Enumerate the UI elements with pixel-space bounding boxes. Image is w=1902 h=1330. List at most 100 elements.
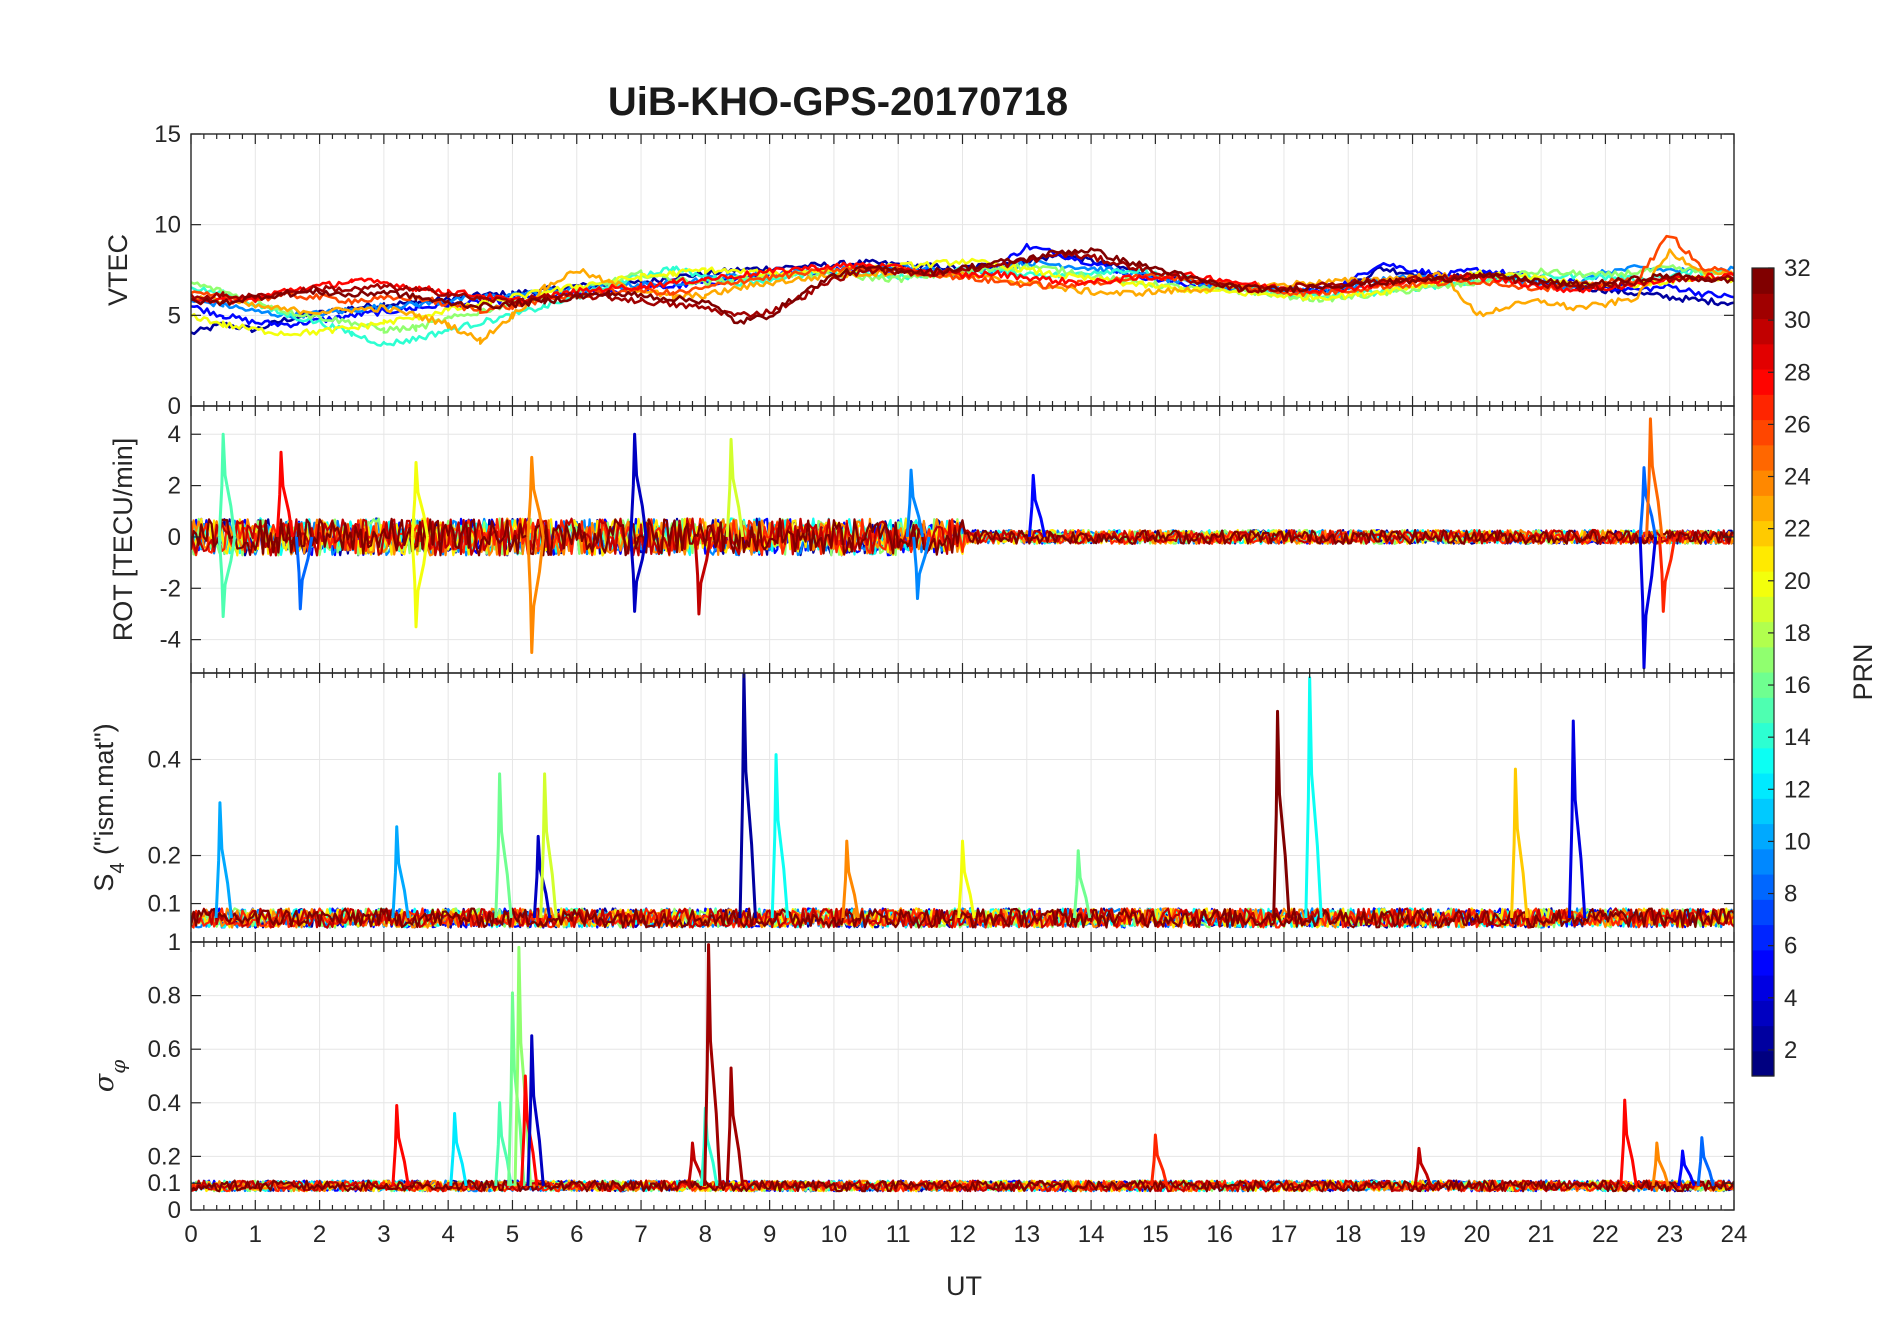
spike-prn-20 — [410, 460, 430, 538]
colorbar-tick-label: 28 — [1784, 359, 1811, 386]
colorbar-segment-prn-28 — [1752, 369, 1774, 395]
spike-prn-4 — [1567, 719, 1587, 919]
spike-prn-31 — [703, 943, 722, 1186]
x-tick-label: 2 — [313, 1221, 326, 1248]
colorbar-segment-prn-25 — [1752, 444, 1774, 471]
spike-prn-3 — [526, 1034, 545, 1187]
panel-data — [191, 234, 1734, 347]
spike-prn-3 — [629, 432, 648, 538]
spike-prn-9 — [905, 468, 925, 538]
series-line-prn-26 — [191, 234, 1734, 315]
y-tick-label: 0.1 — [148, 891, 181, 918]
spike-prn-4 — [1638, 536, 1658, 670]
spike-prn-32 — [1272, 709, 1291, 919]
colorbar-segment-prn-12 — [1752, 773, 1774, 799]
colorbar-segment-prn-2 — [1752, 1025, 1774, 1052]
colorbar-segment-prn-13 — [1752, 747, 1774, 774]
colorbar-segment-prn-5 — [1752, 949, 1774, 976]
spike-prn-24 — [526, 536, 545, 654]
y-tick-label: 0.4 — [148, 1090, 181, 1117]
spike-prn-19 — [539, 772, 558, 919]
colorbar-segment-prn-9 — [1752, 848, 1774, 875]
colorbar-segment-prn-27 — [1752, 394, 1774, 421]
spike-prn-25 — [1645, 417, 1664, 538]
colorbar-segment-prn-29 — [1752, 343, 1774, 370]
colorbar-tick-label: 24 — [1784, 464, 1811, 491]
colorbar-segment-prn-31 — [1752, 293, 1774, 320]
x-tick-label: 3 — [377, 1221, 390, 1248]
y-tick-label: 0.2 — [148, 843, 181, 870]
spike-prn-13 — [1304, 676, 1323, 919]
colorbar-segment-prn-10 — [1752, 823, 1774, 850]
colorbar-segment-prn-24 — [1752, 470, 1774, 496]
x-tick-label: 21 — [1528, 1221, 1555, 1248]
colorbar-segment-prn-17 — [1752, 646, 1774, 673]
y-tick-label: -2 — [160, 575, 181, 602]
y-tick-label: 0 — [168, 1197, 181, 1224]
noise-trace-prn-32 — [191, 1179, 1734, 1193]
series-line-prn-32 — [191, 247, 1734, 325]
y-axis-label-s4: S4 ("ism.mat") — [89, 723, 129, 891]
x-tick-label: 13 — [1013, 1221, 1040, 1248]
y-tick-label: 15 — [154, 121, 181, 148]
colorbar-tick-label: 26 — [1784, 411, 1811, 438]
spike-prn-10 — [391, 825, 410, 919]
colorbar-segment-prn-23 — [1752, 495, 1774, 522]
panel-sigma-phi: 00.10.20.40.60.810 1 2 3 4 5 6 7 8 9 10 11 12 13 14 15 1… — [89, 929, 1747, 1248]
noise-trace-prn-27 — [191, 1179, 1734, 1193]
colorbar-segment-prn-14 — [1752, 722, 1774, 749]
x-tick-label: 16 — [1206, 1221, 1233, 1248]
spike-prn-10 — [214, 801, 233, 919]
x-tick-label: 8 — [699, 1221, 712, 1248]
colorbar-segment-prn-18 — [1752, 621, 1774, 648]
x-tick-label: 14 — [1078, 1221, 1105, 1248]
y-axis-label-sigma-phi: σφ — [89, 1060, 130, 1092]
colorbar-segment-prn-6 — [1752, 924, 1774, 951]
colorbar-tick-label: 30 — [1784, 307, 1811, 334]
y-tick-label: 0.6 — [148, 1036, 181, 1063]
spike-prn-28 — [275, 450, 295, 538]
x-tick-label: 0 — [184, 1221, 197, 1248]
x-tick-label: 12 — [949, 1221, 976, 1248]
colorbar-segment-prn-30 — [1752, 318, 1774, 345]
spike-prn-3 — [629, 536, 648, 613]
spike-prn-15 — [217, 432, 237, 538]
chart-title: UiB-KHO-GPS-20170718 — [608, 80, 1068, 124]
panel-s4: 0.1 0.2 0.4 S4 ("ism.mat") — [89, 672, 1735, 943]
x-tick-label: 19 — [1399, 1221, 1426, 1248]
colorbar-tick-label: 18 — [1784, 620, 1811, 647]
y-tick-label: -4 — [160, 627, 181, 654]
y-tick-label: 2 — [168, 473, 181, 500]
spike-prn-15 — [217, 536, 237, 619]
colorbar-segment-prn-11 — [1752, 798, 1774, 825]
colorbar-segment-prn-26 — [1752, 419, 1774, 446]
colorbar-tick-label: 4 — [1784, 985, 1797, 1012]
spike-prn-16 — [494, 772, 513, 919]
spike-prn-13 — [770, 753, 790, 919]
y-tick-label: 0.1 — [148, 1170, 181, 1197]
panel-data — [191, 417, 1734, 670]
spike-prn-30 — [1413, 1146, 1432, 1187]
colorbar-segment-prn-19 — [1752, 596, 1774, 623]
colorbar-tick-label: 8 — [1784, 881, 1797, 908]
spike-prn-20 — [957, 839, 976, 919]
colorbar-label: PRN — [1848, 643, 1878, 700]
spike-prn-8 — [1638, 466, 1658, 538]
colorbar-segment-prn-20 — [1752, 571, 1774, 597]
x-tick-label: 22 — [1592, 1221, 1619, 1248]
spike-prn-8 — [1696, 1136, 1715, 1187]
spike-prn-28 — [1619, 1098, 1638, 1187]
colorbar-segment-prn-21 — [1752, 545, 1774, 572]
x-tick-label: 6 — [570, 1221, 583, 1248]
spike-prn-28 — [519, 1074, 539, 1187]
spike-prn-3 — [532, 834, 552, 919]
spike-prn-28 — [391, 1103, 410, 1187]
y-tick-label: 0.8 — [148, 983, 181, 1010]
y-tick-label: 0 — [168, 524, 181, 551]
colorbar-tick-label: 22 — [1784, 516, 1811, 543]
y-axis-label-rot: ROT [TECU/min] — [108, 438, 138, 642]
spike-prn-24 — [841, 839, 860, 919]
x-tick-label: 9 — [763, 1221, 776, 1248]
spike-prn-30 — [693, 536, 712, 616]
